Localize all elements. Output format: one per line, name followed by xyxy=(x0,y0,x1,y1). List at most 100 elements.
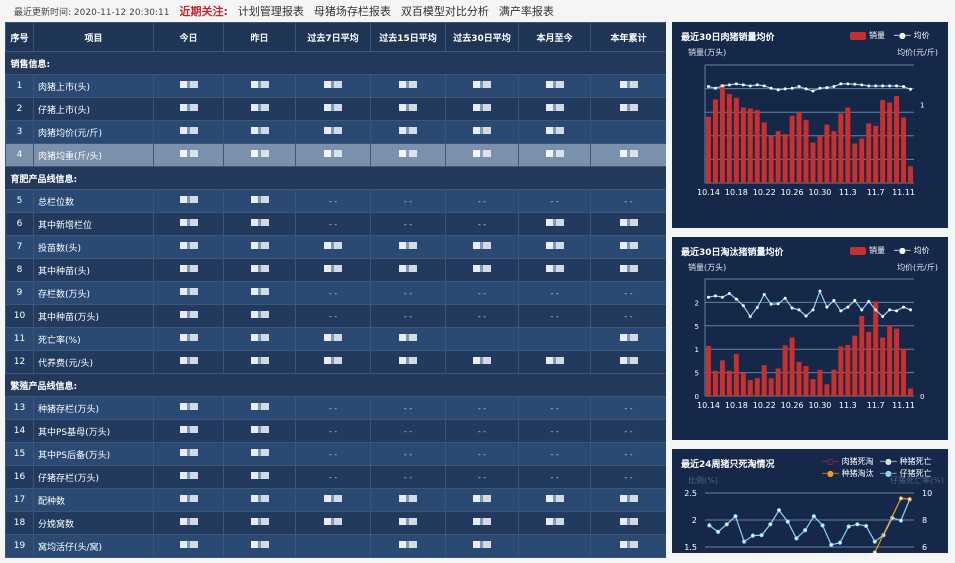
row-number: 2 xyxy=(5,97,34,121)
table-row[interactable]: 6 其中新增栏位 - -- -- - xyxy=(5,212,666,236)
table-row[interactable]: 11 死亡率(%) xyxy=(5,327,666,351)
masked-value xyxy=(445,258,519,282)
masked-value-block xyxy=(250,127,269,134)
legend-item[interactable]: ─●─ 种猪淘汰 xyxy=(822,468,874,479)
table-row[interactable]: 5 总栏位数 - -- -- -- -- - xyxy=(5,189,666,213)
masked-value xyxy=(223,189,296,213)
legend-item[interactable]: ─○─ 肉猪死淘 xyxy=(822,456,874,467)
masked-value-block xyxy=(250,242,269,249)
price-point xyxy=(720,295,724,299)
link-sow-farm-report[interactable]: 母猪场存栏报表 xyxy=(313,5,391,18)
masked-value xyxy=(153,419,224,443)
y2-tick-label: 6 xyxy=(922,543,927,552)
row-item-name: 肉猪均重(斤/头) xyxy=(33,143,154,167)
masked-value xyxy=(370,534,446,558)
series-point xyxy=(872,550,877,553)
table-row[interactable]: 13 种猪存栏(万头) - -- -- -- -- - xyxy=(5,396,666,420)
table-row[interactable]: 17 配种数 xyxy=(5,488,666,512)
table-row[interactable]: 15 其中PS后备(万头) - -- -- -- -- - xyxy=(5,442,666,466)
cell-value xyxy=(518,534,591,558)
legend[interactable]: 销量 ─●─ 均价 xyxy=(850,245,930,256)
data-table-container[interactable]: 序号 项目 今日 昨日 过去7日平均 过去15日平均 过去30日平均 本月至今 本年累计 销售信… xyxy=(5,22,666,558)
price-point xyxy=(818,289,822,293)
bar xyxy=(810,379,816,396)
link-plan-report[interactable]: 计划管理报表 xyxy=(237,5,304,18)
masked-value xyxy=(295,511,371,535)
bar xyxy=(859,138,865,183)
masked-value xyxy=(445,120,519,144)
link-full-production-report[interactable]: 满产率报表 xyxy=(498,5,554,18)
table-row[interactable]: 3 肉猪均价(元/斤) xyxy=(5,120,666,144)
masked-value-block xyxy=(324,518,342,525)
masked-value xyxy=(295,327,371,351)
price-point xyxy=(755,83,759,87)
masked-value-block xyxy=(545,127,564,134)
y-tick-label: 2 xyxy=(695,299,699,307)
price-point xyxy=(860,308,864,312)
series-point xyxy=(811,514,816,519)
table-row[interactable]: 10 其中种苗(万头) - -- -- -- -- - xyxy=(5,304,666,328)
table-row[interactable]: 7 投苗数(头) xyxy=(5,235,666,259)
row-item-name: 肉猪均价(元/斤) xyxy=(33,120,154,144)
y2-axis-title: 均价(元/斤) xyxy=(897,48,938,57)
masked-value xyxy=(445,97,519,121)
masked-value-block xyxy=(399,495,417,502)
table-row[interactable]: 18 分娩窝数 xyxy=(5,511,666,535)
masked-value-block xyxy=(250,196,269,203)
masked-value-block xyxy=(619,150,638,157)
masked-value-block xyxy=(179,518,198,525)
series-point xyxy=(794,536,799,541)
masked-value-block xyxy=(179,495,198,502)
bar xyxy=(733,97,739,183)
bar xyxy=(782,134,788,183)
legend-label: 销量 xyxy=(869,31,885,40)
table-row[interactable]: 4 肉猪均重(斤/头) xyxy=(5,143,666,167)
row-number: 3 xyxy=(5,120,34,144)
masked-value-block xyxy=(473,495,491,502)
table-row[interactable]: 14 其中PS基母(万头) - -- -- -- -- - xyxy=(5,419,666,443)
y2-tick-label: 1 xyxy=(920,101,924,109)
x-tick-label: 10.30 xyxy=(808,188,831,197)
row-number: 9 xyxy=(5,281,34,305)
legend-line-icon: ─●─ xyxy=(894,31,911,40)
table-row[interactable]: 19 窝均活仔(头/窝) xyxy=(5,534,666,558)
table-row[interactable]: 8 其中种苗(头) xyxy=(5,258,666,282)
legend-item[interactable]: ─●─ 种猪死亡 xyxy=(880,456,932,467)
price-point xyxy=(888,84,892,88)
table-row[interactable]: 9 存栏数(万头) - -- -- -- -- - xyxy=(5,281,666,305)
masked-value-block xyxy=(250,265,269,272)
legend-icon: ─●─ xyxy=(822,469,839,478)
masked-value-block xyxy=(619,518,638,525)
x-tick-label: 10.14 xyxy=(697,188,720,197)
row-item-name: 其中种苗(万头) xyxy=(33,304,154,328)
y-tick-label: 5 xyxy=(695,370,699,378)
masked-value xyxy=(153,396,224,420)
series-point xyxy=(768,522,773,527)
row-item-name: 总栏位数 xyxy=(33,189,154,213)
series-point xyxy=(707,523,712,528)
cell-value xyxy=(295,534,371,558)
legend[interactable]: 销量 ─●─ 均价 xyxy=(850,30,930,41)
cell-value: - - xyxy=(518,281,591,305)
table-row[interactable]: 12 代养费(元/头) xyxy=(5,350,666,374)
cell-value: - - xyxy=(445,442,519,466)
cell-value: - - xyxy=(370,281,446,305)
masked-value xyxy=(223,74,296,98)
masked-value xyxy=(370,235,446,259)
link-model-compare[interactable]: 双百模型对比分析 xyxy=(400,5,489,18)
bar xyxy=(796,111,802,183)
table-row[interactable]: 2 仔猪上市(头) xyxy=(5,97,666,121)
legend-bar-swatch xyxy=(850,246,866,255)
price-point xyxy=(713,86,717,90)
masked-value-block xyxy=(179,288,198,295)
chart-title: 最近30日淘汰猪销量均价 xyxy=(681,248,784,258)
bar xyxy=(894,328,900,396)
table-row[interactable]: 1 肉猪上市(头) xyxy=(5,74,666,98)
price-point xyxy=(797,308,801,312)
cell-value: - - xyxy=(445,419,519,443)
table-row[interactable]: 16 仔猪存栏(万头) - -- -- -- -- - xyxy=(5,465,666,489)
masked-value-block xyxy=(399,127,417,134)
masked-value-block xyxy=(179,426,198,433)
legend-item[interactable]: ─●─ 仔猪死亡 xyxy=(880,468,932,479)
row-number: 19 xyxy=(5,534,34,558)
